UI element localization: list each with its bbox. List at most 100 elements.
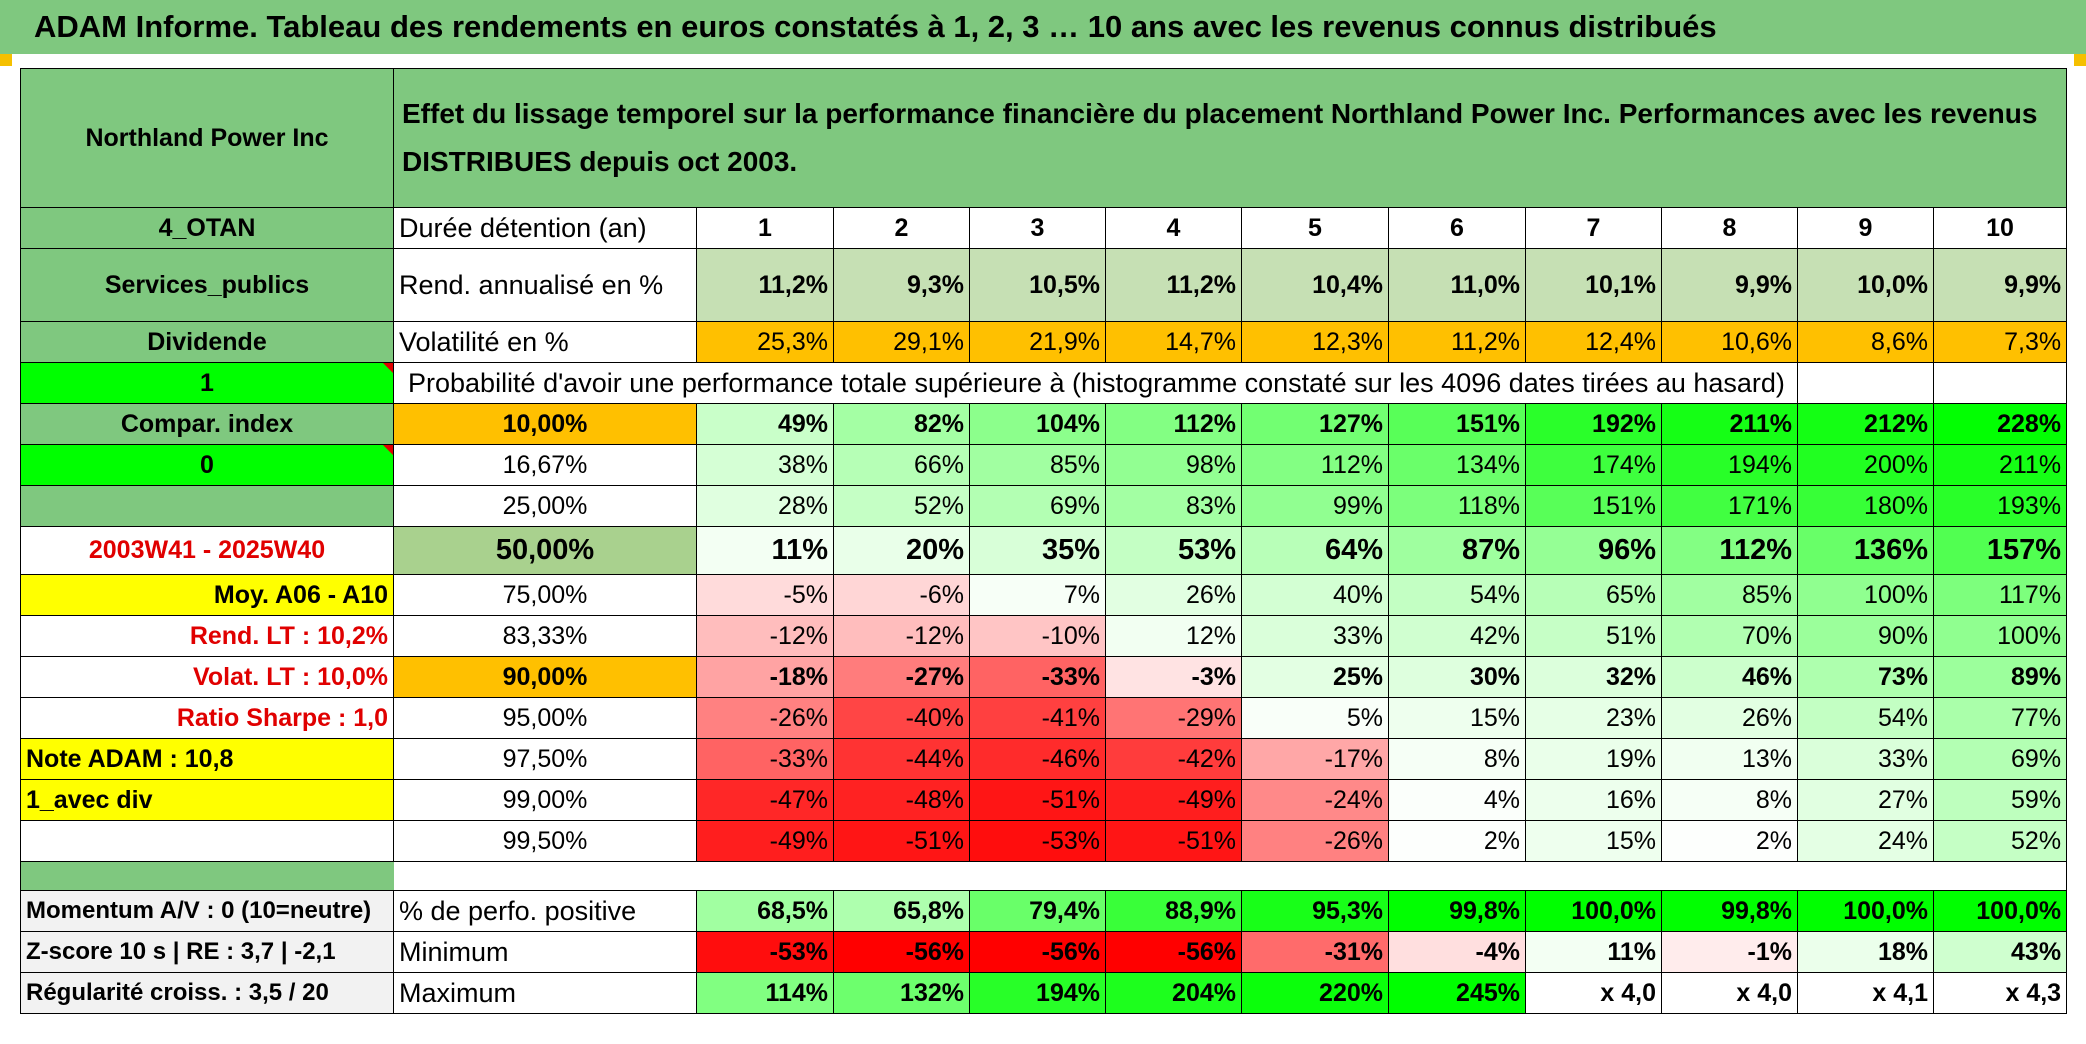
performance-cell: 194% xyxy=(1661,444,1798,486)
performance-cell: -18% xyxy=(696,656,834,698)
minimum-label: Minimum xyxy=(393,931,697,973)
performance-cell: -41% xyxy=(969,697,1106,739)
annual-return-cell: 11,2% xyxy=(696,248,834,322)
performance-cell: -46% xyxy=(969,738,1106,780)
performance-cell: 52% xyxy=(1932,820,2068,862)
option-value[interactable]: 0 xyxy=(20,444,394,486)
performance-cell: 42% xyxy=(1388,615,1526,657)
performance-cell: 38% xyxy=(696,444,834,486)
minimum-cell: 11% xyxy=(1525,931,1662,973)
maximum-cell: x 4,0 xyxy=(1525,972,1662,1014)
year-header: 7 xyxy=(1525,207,1662,249)
performance-cell: 70% xyxy=(1661,615,1798,657)
maximum-cell: 132% xyxy=(833,972,970,1014)
performance-cell: 65% xyxy=(1525,574,1662,616)
performance-cell: 77% xyxy=(1932,697,2068,739)
maximum-cell: 194% xyxy=(969,972,1106,1014)
minimum-cell: -56% xyxy=(833,931,970,973)
performance-cell: 82% xyxy=(833,403,970,445)
maximum-cell: 220% xyxy=(1241,972,1389,1014)
positive-perf-cell: 100,0% xyxy=(1932,890,2068,932)
probability-threshold: 95,00% xyxy=(393,697,697,739)
maximum-cell: x 4,3 xyxy=(1932,972,2068,1014)
performance-cell: 112% xyxy=(1661,526,1798,575)
performance-cell: 46% xyxy=(1661,656,1798,698)
year-header: 2 xyxy=(833,207,970,249)
performance-cell: -26% xyxy=(696,697,834,739)
performance-cell: -29% xyxy=(1105,697,1242,739)
positive-perf-cell: 100,0% xyxy=(1797,890,1934,932)
regularity-label: Régularité croiss. : 3,5 / 20 xyxy=(20,972,394,1014)
performance-cell: 28% xyxy=(696,485,834,527)
positive-perf-cell: 99,8% xyxy=(1661,890,1798,932)
volatility-cell: 11,2% xyxy=(1388,321,1526,363)
annual-return-cell: 9,3% xyxy=(833,248,970,322)
minimum-cell: -31% xyxy=(1241,931,1389,973)
performance-cell: -3% xyxy=(1105,656,1242,698)
performance-cell: 2% xyxy=(1388,820,1526,862)
maximum-cell: x 4,1 xyxy=(1797,972,1934,1014)
performance-cell: 16% xyxy=(1525,779,1662,821)
dividend-mode-label: 1_avec div xyxy=(20,779,394,821)
minimum-cell: -1% xyxy=(1661,931,1798,973)
minimum-cell: -56% xyxy=(1105,931,1242,973)
probability-threshold: 25,00% xyxy=(393,485,697,527)
volatility-cell: 29,1% xyxy=(833,321,970,363)
dividend-label: Dividende xyxy=(20,321,394,363)
maximum-cell: x 4,0 xyxy=(1661,972,1798,1014)
performance-cell: 12% xyxy=(1105,615,1242,657)
performance-cell: 15% xyxy=(1525,820,1662,862)
period-label: 2003W41 - 2025W40 xyxy=(20,526,394,575)
maximum-label: Maximum xyxy=(393,972,697,1014)
positive-perf-cell: 88,9% xyxy=(1105,890,1242,932)
performance-cell: 13% xyxy=(1661,738,1798,780)
year-header: 5 xyxy=(1241,207,1389,249)
positive-perf-cell: 99,8% xyxy=(1388,890,1526,932)
performance-cell: 30% xyxy=(1388,656,1526,698)
performance-cell: 200% xyxy=(1797,444,1934,486)
year-header: 4 xyxy=(1105,207,1242,249)
performance-cell: 8% xyxy=(1661,779,1798,821)
probability-threshold: 75,00% xyxy=(393,574,697,616)
sharpe-ratio-label: Ratio Sharpe : 1,0 xyxy=(20,697,394,739)
performance-cell: 157% xyxy=(1932,526,2068,575)
performance-cell: 49% xyxy=(696,403,834,445)
option-value[interactable]: 1 xyxy=(20,362,394,404)
performance-cell: 54% xyxy=(1388,574,1526,616)
year-header: 3 xyxy=(969,207,1106,249)
maximum-cell: 204% xyxy=(1105,972,1242,1014)
performance-cell: -53% xyxy=(969,820,1106,862)
blank-cell xyxy=(20,820,394,862)
year-header: 6 xyxy=(1388,207,1526,249)
performance-cell: 27% xyxy=(1797,779,1934,821)
performance-cell: 33% xyxy=(1241,615,1389,657)
performance-cell: 19% xyxy=(1525,738,1662,780)
performance-cell: 54% xyxy=(1797,697,1934,739)
year-header: 10 xyxy=(1932,207,2068,249)
positive-perf-label: % de perfo. positive xyxy=(393,890,697,932)
positive-perf-cell: 95,3% xyxy=(1241,890,1389,932)
holding-duration-label: Durée détention (an) xyxy=(393,207,697,249)
performance-cell: -12% xyxy=(696,615,834,657)
performance-cell: 5% xyxy=(1241,697,1389,739)
performance-cell: 100% xyxy=(1932,615,2068,657)
performance-cell: 118% xyxy=(1388,485,1526,527)
volatility-cell: 8,6% xyxy=(1797,321,1934,363)
volatility-cell: 12,4% xyxy=(1525,321,1662,363)
performance-cell: -24% xyxy=(1241,779,1389,821)
zscore-label: Z-score 10 s | RE : 3,7 | -2,1 xyxy=(20,931,394,973)
performance-cell: 59% xyxy=(1932,779,2068,821)
long-term-return-label: Rend. LT : 10,2% xyxy=(20,615,394,657)
performance-cell: -51% xyxy=(969,779,1106,821)
performance-cell: 26% xyxy=(1105,574,1242,616)
performance-cell: 69% xyxy=(1932,738,2068,780)
maximum-cell: 114% xyxy=(696,972,834,1014)
performance-cell: 134% xyxy=(1388,444,1526,486)
performance-cell: 174% xyxy=(1525,444,1662,486)
positive-perf-cell: 79,4% xyxy=(969,890,1106,932)
performance-cell: 66% xyxy=(833,444,970,486)
probability-threshold: 97,50% xyxy=(393,738,697,780)
annual-return-cell: 11,0% xyxy=(1388,248,1526,322)
performance-cell: 193% xyxy=(1932,485,2068,527)
sector-label: Services_publics xyxy=(20,248,394,322)
